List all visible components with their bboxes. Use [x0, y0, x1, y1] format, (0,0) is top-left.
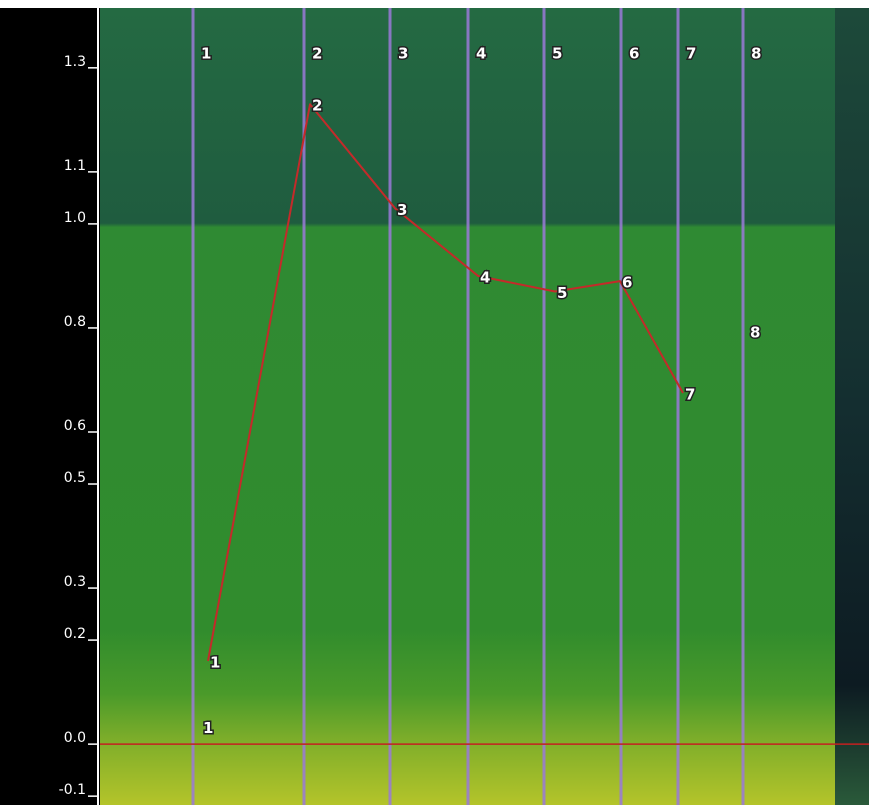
marker-label: 7	[686, 45, 696, 63]
annotation: 8	[750, 324, 760, 342]
pitch-curve	[207, 103, 684, 662]
point-label: 4	[480, 268, 490, 286]
point-label: 3	[397, 201, 407, 219]
marker-label: 1	[201, 45, 211, 63]
point-label: 7	[685, 385, 695, 403]
point-label: 5	[557, 284, 567, 302]
y-tick-label: 0.0	[64, 730, 86, 746]
side-strip	[835, 8, 869, 805]
y-tick-label: 0.2	[64, 626, 86, 642]
point-label: 6	[622, 274, 632, 292]
y-tick-label: 1.1	[64, 158, 86, 174]
top-border	[0, 0, 869, 8]
marker-label: 2	[312, 45, 322, 63]
y-tick-label: 0.8	[64, 314, 86, 330]
annotation: 1	[203, 719, 213, 737]
y-tick-label: 0.3	[64, 574, 86, 590]
marker-label: 4	[476, 45, 486, 63]
point-label: 2	[312, 97, 322, 115]
marker-label: 6	[629, 45, 639, 63]
marker-label: 3	[398, 45, 408, 63]
axis-panel	[0, 0, 100, 805]
y-tick-label: 1.0	[64, 210, 86, 226]
marker-label: 8	[751, 45, 761, 63]
point-label: 1	[210, 653, 220, 671]
y-tick-label: 0.5	[64, 470, 86, 486]
y-tick-label: -0.1	[59, 782, 86, 798]
y-tick-label: 1.3	[64, 54, 86, 70]
marker-label: 5	[552, 45, 562, 63]
y-tick-label: 0.6	[64, 418, 86, 434]
